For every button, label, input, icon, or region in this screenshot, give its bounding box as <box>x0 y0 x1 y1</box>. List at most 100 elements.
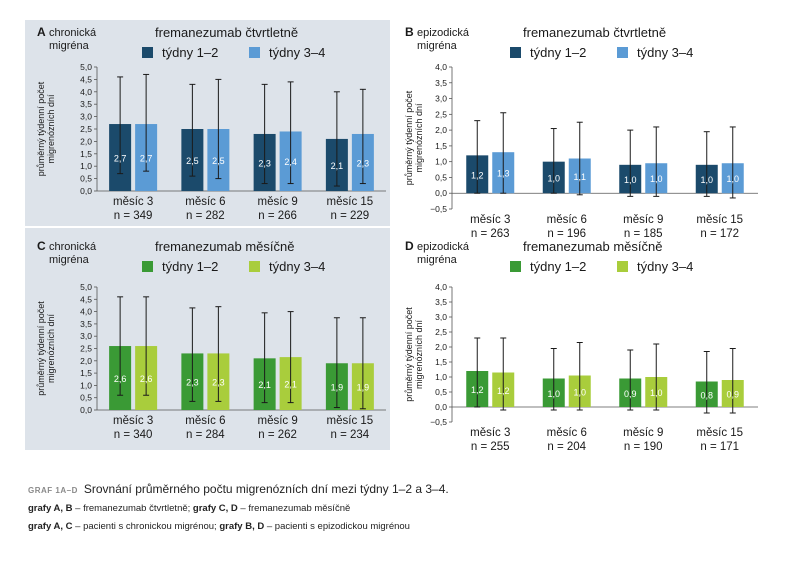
data-label: 2,5 <box>212 156 225 166</box>
x-tick-label: měsíc 3 <box>470 214 510 226</box>
data-label: 2,1 <box>331 161 344 171</box>
x-tick-label: měsíc 9 <box>623 214 663 226</box>
y-tick-label: 1,5 <box>80 149 92 159</box>
chart-title: fremanezumab čtvrtletně <box>155 25 298 40</box>
y-tick-label: 3,5 <box>80 319 92 329</box>
caption-bold: grafy C, D <box>192 503 238 514</box>
data-label: 1,2 <box>497 386 510 396</box>
x-tick-label: měsíc 15 <box>696 214 743 226</box>
data-label: 2,3 <box>357 158 370 168</box>
legend-label: týdny 1–2 <box>530 45 586 60</box>
legend-swatch <box>249 47 260 58</box>
legend-swatch <box>510 47 521 58</box>
caption-line-population: grafy A, C – pacienti s chronickou migré… <box>28 521 410 532</box>
x-tick-label: měsíc 9 <box>257 415 297 427</box>
x-n-label: n = 171 <box>700 441 739 453</box>
panel-label: migréna <box>417 40 458 52</box>
data-label: 2,4 <box>284 157 297 167</box>
y-tick-label: 2,0 <box>435 342 447 352</box>
y-tick-label: 5,0 <box>80 62 92 72</box>
legend-label: týdny 3–4 <box>269 45 325 60</box>
x-tick-label: měsíc 6 <box>185 415 225 427</box>
y-tick-label: 1,0 <box>80 380 92 390</box>
data-label: 1,2 <box>471 170 484 180</box>
legend-swatch <box>249 261 260 272</box>
caption-bold: grafy A, B <box>28 503 73 514</box>
y-tick-label: 0,0 <box>435 402 447 412</box>
x-n-label: n = 266 <box>258 210 297 222</box>
caption-text: – pacienti s epizodickou migrénou <box>264 521 410 532</box>
data-label: 1,0 <box>650 388 663 398</box>
y-tick-label: 3,0 <box>80 331 92 341</box>
x-n-label: n = 234 <box>331 429 370 441</box>
panel-label: epizodická <box>417 241 470 253</box>
x-n-label: n = 229 <box>331 210 370 222</box>
y-tick-label: 2,0 <box>80 136 92 146</box>
y-axis-label: průměrný týdenní počet <box>404 307 414 402</box>
x-n-label: n = 204 <box>547 441 586 453</box>
data-label: 1,0 <box>650 174 663 184</box>
y-tick-label: 0,5 <box>435 387 447 397</box>
legend-swatch <box>142 261 153 272</box>
data-label: 1,0 <box>547 389 560 399</box>
panel-label: migréna <box>417 254 458 266</box>
y-tick-label: 1,5 <box>435 141 447 151</box>
x-n-label: n = 196 <box>547 228 586 240</box>
y-tick-label: 4,0 <box>80 307 92 317</box>
y-axis-label: průměrný týdenní počet <box>404 90 414 185</box>
y-tick-label: 0,5 <box>80 393 92 403</box>
y-tick-label: 4,5 <box>80 74 92 84</box>
x-n-label: n = 349 <box>114 210 153 222</box>
x-n-label: n = 185 <box>624 228 663 240</box>
y-tick-label: 4,0 <box>435 62 447 72</box>
x-n-label: n = 255 <box>471 441 510 453</box>
data-label: 1,9 <box>357 383 370 393</box>
y-tick-label: 2,0 <box>80 356 92 366</box>
legend-label: týdny 3–4 <box>637 259 693 274</box>
caption-line-regimen: grafy A, B – fremanezumab čtvrtletně; gr… <box>28 503 350 514</box>
x-tick-label: měsíc 6 <box>547 427 587 439</box>
data-label: 1,0 <box>700 175 713 185</box>
y-tick-label: 1,5 <box>435 357 447 367</box>
y-tick-label: 3,5 <box>80 99 92 109</box>
y-tick-label: 5,0 <box>80 282 92 292</box>
y-tick-label: 4,0 <box>80 87 92 97</box>
legend-swatch <box>617 47 628 58</box>
panel-label: migréna <box>49 40 90 52</box>
data-label: 2,1 <box>258 380 271 390</box>
y-tick-label: 2,5 <box>435 327 447 337</box>
x-tick-label: měsíc 6 <box>547 214 587 226</box>
panel-label: chronická <box>49 27 97 39</box>
y-tick-label: 1,0 <box>80 161 92 171</box>
caption-bold: grafy B, D <box>219 521 265 532</box>
panel-letter: C <box>37 239 46 253</box>
legend-label: týdny 3–4 <box>269 259 325 274</box>
y-tick-label: −0,5 <box>430 204 447 214</box>
y-axis-label: migrenózních dní <box>46 94 56 164</box>
caption-text: – fremanezumab měsíčně <box>237 503 351 514</box>
y-tick-label: 1,5 <box>80 368 92 378</box>
data-label: 0,8 <box>700 390 713 400</box>
y-tick-label: 1,0 <box>435 157 447 167</box>
data-label: 2,1 <box>284 380 297 390</box>
legend-swatch <box>510 261 521 272</box>
data-label: 1,2 <box>471 385 484 395</box>
data-label: 2,3 <box>186 378 199 388</box>
chart-title: fremanezumab měsíčně <box>155 239 294 254</box>
y-tick-label: 0,0 <box>80 405 92 415</box>
legend-label: týdny 1–2 <box>162 45 218 60</box>
panel-letter: A <box>37 25 46 39</box>
y-tick-label: 2,5 <box>80 124 92 134</box>
data-label: 1,3 <box>497 169 510 179</box>
y-tick-label: 2,0 <box>435 125 447 135</box>
caption-text: – pacienti s chronickou migrénou; <box>72 521 220 532</box>
chart-title: fremanezumab měsíčně <box>523 239 662 254</box>
y-tick-label: 2,5 <box>80 344 92 354</box>
x-tick-label: měsíc 15 <box>327 196 374 208</box>
legend-swatch <box>617 261 628 272</box>
x-tick-label: měsíc 9 <box>623 427 663 439</box>
y-tick-label: 0,0 <box>435 188 447 198</box>
legend-swatch <box>142 47 153 58</box>
